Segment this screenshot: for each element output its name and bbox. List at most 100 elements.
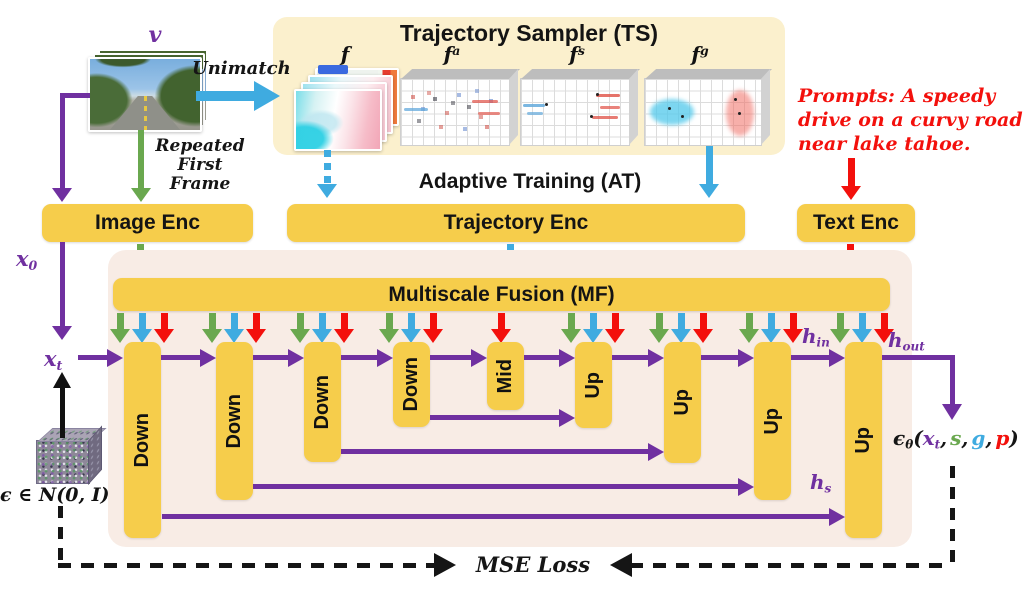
condition-arrow-red-icon bbox=[334, 329, 354, 343]
flow-arrow-head-icon bbox=[738, 349, 754, 367]
condition-arrow-blue-icon bbox=[768, 313, 775, 329]
video-frame-front bbox=[88, 57, 202, 132]
condition-arrow-blue-icon bbox=[408, 313, 415, 329]
fa-trajectory-specks bbox=[406, 88, 408, 90]
condition-arrow-blue-icon bbox=[761, 329, 781, 343]
h-in-label: hin bbox=[802, 324, 830, 350]
condition-arrow-blue-icon bbox=[671, 329, 691, 343]
skip-arrow-head-icon bbox=[738, 478, 754, 496]
adaptive-training-label: Adaptive Training (AT) bbox=[418, 170, 642, 193]
flow-arrow bbox=[341, 355, 377, 360]
flow-image-f bbox=[294, 89, 382, 151]
condition-arrow-green-icon bbox=[297, 313, 304, 329]
first-frame-arrow bbox=[138, 130, 144, 188]
noise-to-xt-arrow bbox=[60, 388, 65, 438]
condition-arrow-red-icon bbox=[881, 313, 888, 329]
output-line bbox=[950, 355, 955, 404]
fs-dot bbox=[590, 115, 593, 118]
condition-arrow-red-icon bbox=[423, 329, 443, 343]
mse-arrow-right-icon bbox=[434, 553, 456, 577]
flow-arrow bbox=[430, 355, 471, 360]
condition-arrow-blue-icon bbox=[319, 313, 326, 329]
unimatch-label: Unimatch bbox=[192, 58, 291, 79]
flow-arrow-head-icon bbox=[200, 349, 216, 367]
condition-arrow-green-icon bbox=[379, 329, 399, 343]
video-to-imageenc-arrow-icon bbox=[52, 188, 72, 202]
mse-dashed-line bbox=[58, 506, 63, 560]
condition-arrow-green-icon bbox=[290, 329, 310, 343]
unet-block-mid: Mid bbox=[487, 342, 524, 410]
condition-arrow-red-icon bbox=[783, 329, 803, 343]
unet-block-up4: Up bbox=[845, 342, 882, 538]
output-arrow-head-icon bbox=[942, 404, 962, 420]
mse-dashed-line bbox=[58, 563, 434, 568]
condition-arrow-blue-icon bbox=[312, 329, 332, 343]
condition-arrow-red-icon bbox=[161, 313, 168, 329]
fs-red-streak bbox=[600, 106, 620, 109]
fg-dot bbox=[734, 98, 737, 101]
unet-block-up3: Up bbox=[754, 342, 791, 500]
condition-arrow-red-icon bbox=[253, 313, 260, 329]
flow-arrow bbox=[701, 355, 738, 360]
flow-arrow-head-icon bbox=[288, 349, 304, 367]
fs-red-streak bbox=[596, 94, 620, 97]
multiscale-fusion-label: Multiscale Fusion (MF) bbox=[388, 282, 615, 306]
xt-label: xt bbox=[44, 346, 63, 373]
noise-cube bbox=[36, 440, 90, 484]
unet-block-down2: Down bbox=[216, 342, 253, 500]
prompts-to-textenc-arrow-head-icon bbox=[841, 186, 861, 200]
noise-to-xt-arrow-head-icon bbox=[53, 372, 71, 388]
trajectory-encoder-label: Trajectory Enc bbox=[443, 211, 589, 234]
condition-arrow-red-icon bbox=[693, 329, 713, 343]
skip-arrow-head-icon bbox=[648, 443, 664, 461]
condition-arrow-green-icon bbox=[202, 329, 222, 343]
condition-arrow-green-icon bbox=[117, 313, 124, 329]
multiscale-fusion-bar: Multiscale Fusion (MF) bbox=[113, 278, 890, 311]
condition-arrow-blue-icon bbox=[678, 313, 685, 329]
flow-arrow-head-icon bbox=[377, 349, 393, 367]
flow-fg-arrow-head-icon bbox=[699, 184, 719, 198]
flow-arrow-head-icon bbox=[107, 349, 123, 367]
output-line bbox=[882, 355, 955, 360]
flow-arrow-head-icon bbox=[471, 349, 487, 367]
unimatch-arrow bbox=[196, 91, 254, 101]
mse-dashed-line bbox=[950, 466, 955, 563]
fg-dot bbox=[738, 112, 741, 115]
flow-arrow-head-icon bbox=[559, 349, 575, 367]
fg-dot bbox=[681, 115, 684, 118]
prompts-to-textenc-arrow bbox=[848, 158, 855, 186]
condition-arrow-red-icon bbox=[491, 329, 511, 343]
x0-line bbox=[60, 242, 65, 326]
skip-connection bbox=[341, 449, 648, 454]
condition-arrow-green-icon bbox=[110, 329, 130, 343]
flow-f-dashed-arrow-head-icon bbox=[317, 184, 337, 198]
skip-arrow-head-icon bbox=[559, 409, 575, 427]
video-to-imageenc-line bbox=[60, 93, 65, 188]
condition-arrow-green-icon bbox=[746, 313, 753, 329]
image-encoder-box: Image Enc bbox=[42, 204, 253, 242]
fg-blue-blob bbox=[650, 99, 694, 125]
condition-arrow-blue-icon bbox=[231, 313, 238, 329]
condition-arrow-green-icon bbox=[561, 329, 581, 343]
condition-arrow-red-icon bbox=[612, 313, 619, 329]
unimatch-arrow-head-icon bbox=[254, 81, 280, 111]
condition-arrow-red-icon bbox=[790, 313, 797, 329]
flow-label-f: f bbox=[340, 42, 350, 66]
flow-f-dashed-arrow bbox=[324, 150, 331, 184]
flow-arrow bbox=[524, 355, 559, 360]
flow-arrow bbox=[253, 355, 288, 360]
fs-dot bbox=[545, 103, 548, 106]
fa-red-streak bbox=[478, 112, 500, 115]
condition-arrow-red-icon bbox=[498, 313, 505, 329]
unet-block-up2: Up bbox=[664, 342, 701, 463]
prompts-text: Prompts: A speedy drive on a curvy road … bbox=[798, 85, 1023, 155]
flow-label-fa: fa bbox=[443, 42, 461, 66]
video-label: v bbox=[148, 22, 162, 48]
fs-dot bbox=[596, 93, 599, 96]
condition-arrow-green-icon bbox=[739, 329, 759, 343]
x0-label: x0 bbox=[16, 246, 38, 273]
condition-arrow-red-icon bbox=[154, 329, 174, 343]
fs-blue-streak bbox=[527, 112, 543, 115]
condition-arrow-red-icon bbox=[246, 329, 266, 343]
